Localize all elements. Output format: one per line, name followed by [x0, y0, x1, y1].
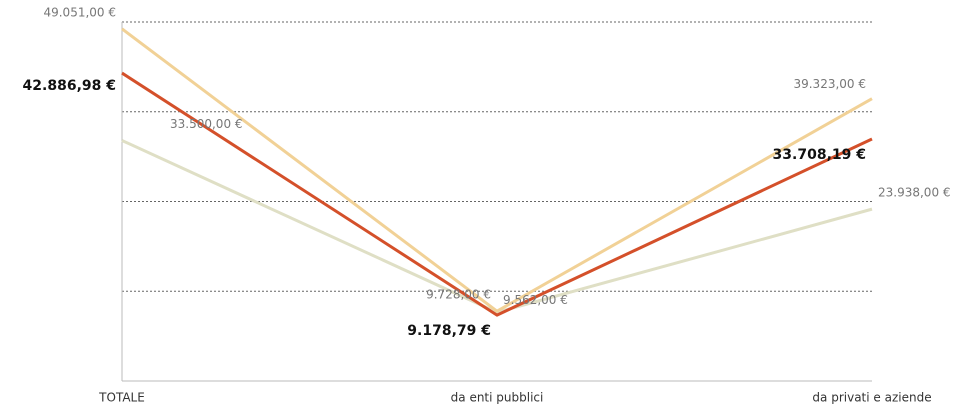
data-label: 33.708,19 € — [773, 147, 866, 163]
line-series — [121, 71, 873, 317]
line-series — [121, 139, 873, 314]
data-label: 33.500,00 € — [170, 117, 243, 131]
x-tick-label: da enti pubblici — [451, 391, 544, 405]
data-label: 49.051,00 € — [43, 5, 116, 19]
x-tick-label: da privati e aziende — [812, 391, 931, 405]
data-label: 42.886,98 € — [23, 78, 116, 94]
data-label: 23.938,00 € — [878, 186, 951, 200]
data-label: 9.562,00 € — [503, 293, 568, 307]
data-label: 9.178,79 € — [407, 323, 491, 339]
data-label: 9.728,00 € — [426, 288, 491, 302]
line-series — [121, 27, 873, 313]
data-label: 39.323,00 € — [793, 77, 866, 91]
x-tick-label: TOTALE — [98, 391, 145, 405]
